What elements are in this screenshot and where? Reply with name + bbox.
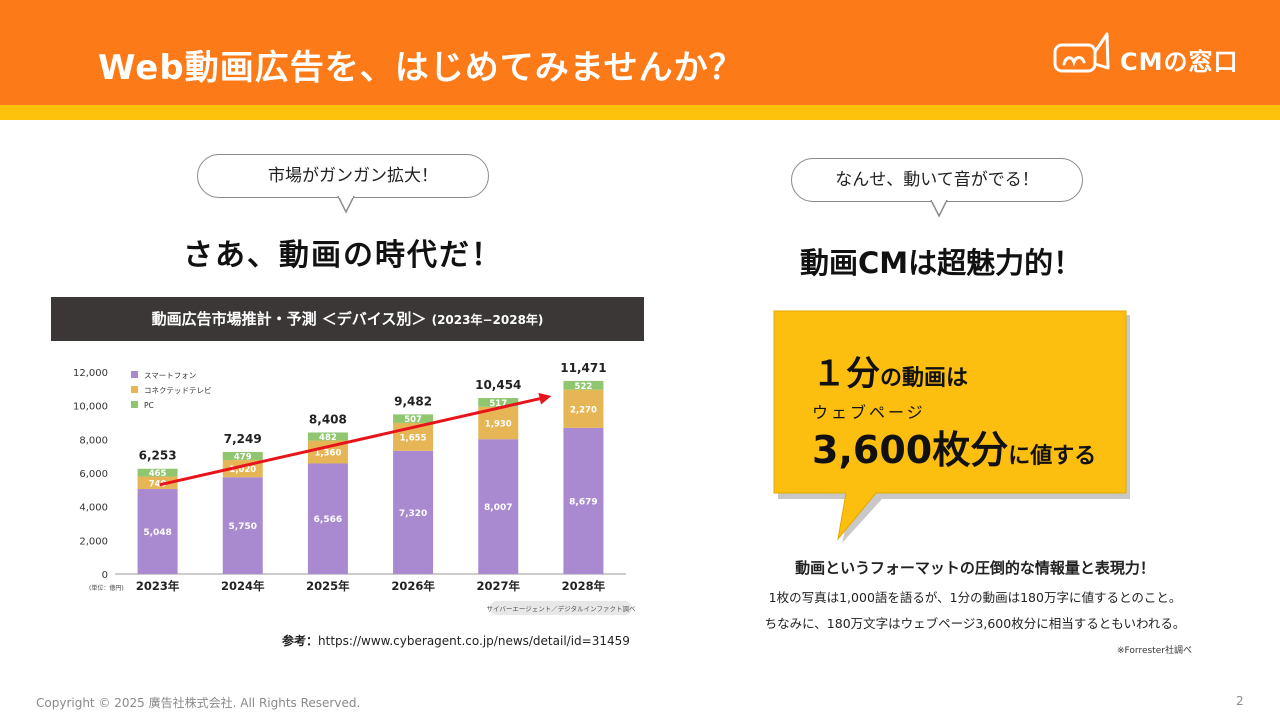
- summary-line2: ちなみに、180万文字はウェブページ3,600枚分に相当するともいわれる。: [764, 616, 1186, 631]
- bar-segment: [222, 451, 263, 461]
- bubble-tail-right: [930, 200, 948, 218]
- y-tick-label: 12,000: [73, 368, 108, 379]
- callout-big-3: 3,600枚分: [812, 428, 1009, 472]
- callout-line2: ウェブページ: [812, 403, 926, 422]
- source-tag-bg: [490, 601, 632, 615]
- callout-small-3: に値する: [1008, 444, 1097, 469]
- bar-value-label: 1,655: [400, 433, 427, 443]
- legend-swatch: [131, 386, 138, 393]
- x-tick-label: 2028年: [562, 579, 606, 593]
- bar-segment: [393, 450, 434, 574]
- y-tick-label: 8,000: [79, 435, 108, 446]
- bubble-tail-left: [337, 196, 355, 214]
- bar-segment: [563, 389, 604, 428]
- bar-total-label: 10,454: [475, 378, 521, 392]
- heading-right: 動画CMは超魅力的！: [800, 246, 1083, 280]
- header-stripe: [0, 105, 1280, 120]
- bar-total-label: 9,482: [394, 394, 432, 408]
- reference: 参考：https://www.cyberagent.co.jp/news/det…: [282, 632, 630, 649]
- bar-segment: [478, 439, 519, 574]
- bar-segment: [478, 398, 519, 407]
- header-bar: [0, 0, 1280, 105]
- bar-segment: [137, 489, 178, 574]
- chart-title-text: 動画広告市場推計・予測 ＜デバイス別＞: [151, 310, 427, 328]
- bar-segment: [137, 468, 178, 477]
- source-note: ※Forrester社調べ: [1117, 646, 1192, 656]
- bar-value-label: 482: [319, 433, 337, 443]
- bar-segment: [563, 427, 604, 574]
- legend-label: コネクテッドテレビ: [144, 386, 212, 395]
- reference-url[interactable]: https://www.cyberagent.co.jp/news/detail…: [318, 634, 630, 648]
- legend-swatch: [131, 371, 138, 378]
- legend-swatch: [131, 401, 138, 408]
- logo: CMの窓口: [1052, 30, 1252, 80]
- x-tick-label: 2024年: [221, 579, 265, 593]
- x-tick-label: 2027年: [476, 579, 520, 593]
- callout-small-1: の動画は: [880, 366, 969, 391]
- heading-left: さあ、動画の時代だ！: [183, 238, 503, 273]
- speech-bubble-right: なんせ、動いて音がでる！: [791, 158, 1083, 202]
- bar-total-label: 7,249: [224, 432, 262, 446]
- bar-segment: [393, 414, 434, 423]
- bar-value-label: 8,679: [569, 497, 597, 507]
- trend-arrow: [159, 392, 552, 487]
- bar-segment: [137, 476, 178, 490]
- chart-grid: 0 2,000 4,000 6,000 8,000 10,000 12,000 (単位：億円): [73, 368, 626, 592]
- bar-segment: [222, 477, 263, 574]
- callout-text: １分の動画は ウェブページ 3,600枚分に値する: [812, 352, 1096, 482]
- x-tick-label: 2023年: [136, 579, 180, 593]
- bar-value-label: 5,048: [143, 528, 171, 538]
- callout-big-1: １分: [812, 354, 880, 394]
- bar-value-label: 465: [149, 469, 167, 479]
- page-number: 2: [1236, 694, 1244, 708]
- y-tick-label: 6,000: [79, 469, 108, 480]
- bar-value-label: 6,566: [314, 515, 342, 525]
- bar-value-label: 740: [149, 479, 167, 489]
- trend-arrow-head: [538, 392, 552, 405]
- x-tick-label: 2026年: [391, 579, 435, 593]
- chart-title: 動画広告市場推計・予測 ＜デバイス別＞ (2023年−2028年): [51, 297, 644, 341]
- bar-segment: [307, 463, 348, 574]
- bar-value-label: 5,750: [229, 522, 257, 532]
- legend-label: PC: [144, 401, 154, 410]
- summary-title: 動画というフォーマットの圧倒的な情報量と表現力！: [795, 559, 1155, 577]
- bar-value-label: 507: [404, 415, 422, 425]
- bar-value-label: 479: [234, 453, 252, 463]
- legend-label: スマートフォン: [144, 371, 196, 380]
- bar-value-label: 1,020: [229, 465, 256, 475]
- y-tick-label: 10,000: [73, 402, 108, 413]
- speech-bubble-left: 市場がガンガン拡大！: [197, 154, 489, 198]
- bar-value-label: 7,320: [399, 509, 427, 519]
- bar-total-label: 6,253: [139, 449, 177, 463]
- bar-segment: [307, 432, 348, 441]
- bar-value-label: 522: [575, 382, 593, 392]
- y-tick-label: 4,000: [79, 503, 108, 514]
- summary-line1: 1枚の写真は1,000語を語るが、1分の動画は180万字に値するとのこと。: [768, 590, 1182, 605]
- trend-arrow-line: [159, 397, 541, 487]
- bar-value-label: 8,007: [484, 503, 512, 513]
- bar-value-label: 517: [489, 399, 507, 409]
- y-tick-label: 2,000: [79, 536, 108, 547]
- market-bar-chart: 0 2,000 4,000 6,000 8,000 10,000 12,000 (単位：億円)…: [73, 361, 636, 615]
- chart-source-label: サイバーエージェント／デジタルインファクト調べ: [487, 604, 636, 613]
- reference-label: 参考：: [282, 634, 319, 648]
- logo-mark-icon: [1053, 32, 1110, 73]
- bar-segment: [307, 440, 348, 464]
- bar-total-label: 11,471: [560, 361, 606, 375]
- copyright: Copyright © 2025 廣告社株式会社. All Rights Res…: [36, 696, 361, 710]
- page-title: Web動画広告を、はじめてみませんか？: [98, 48, 744, 88]
- callout-box: [773, 310, 1130, 543]
- bar-segment: [563, 380, 604, 390]
- logo-text: CMの窓口: [1120, 48, 1239, 76]
- bar-total-label: 8,408: [309, 412, 347, 426]
- y-tick-label: 0: [102, 570, 108, 581]
- chart-title-years: (2023年−2028年): [431, 313, 544, 327]
- bar-value-label: 2,270: [570, 405, 597, 415]
- unit-label: (単位：億円): [89, 584, 124, 592]
- bar-value-label: 1,930: [485, 419, 512, 429]
- bar-value-label: 1,360: [314, 449, 341, 459]
- x-tick-label: 2025年: [306, 579, 350, 593]
